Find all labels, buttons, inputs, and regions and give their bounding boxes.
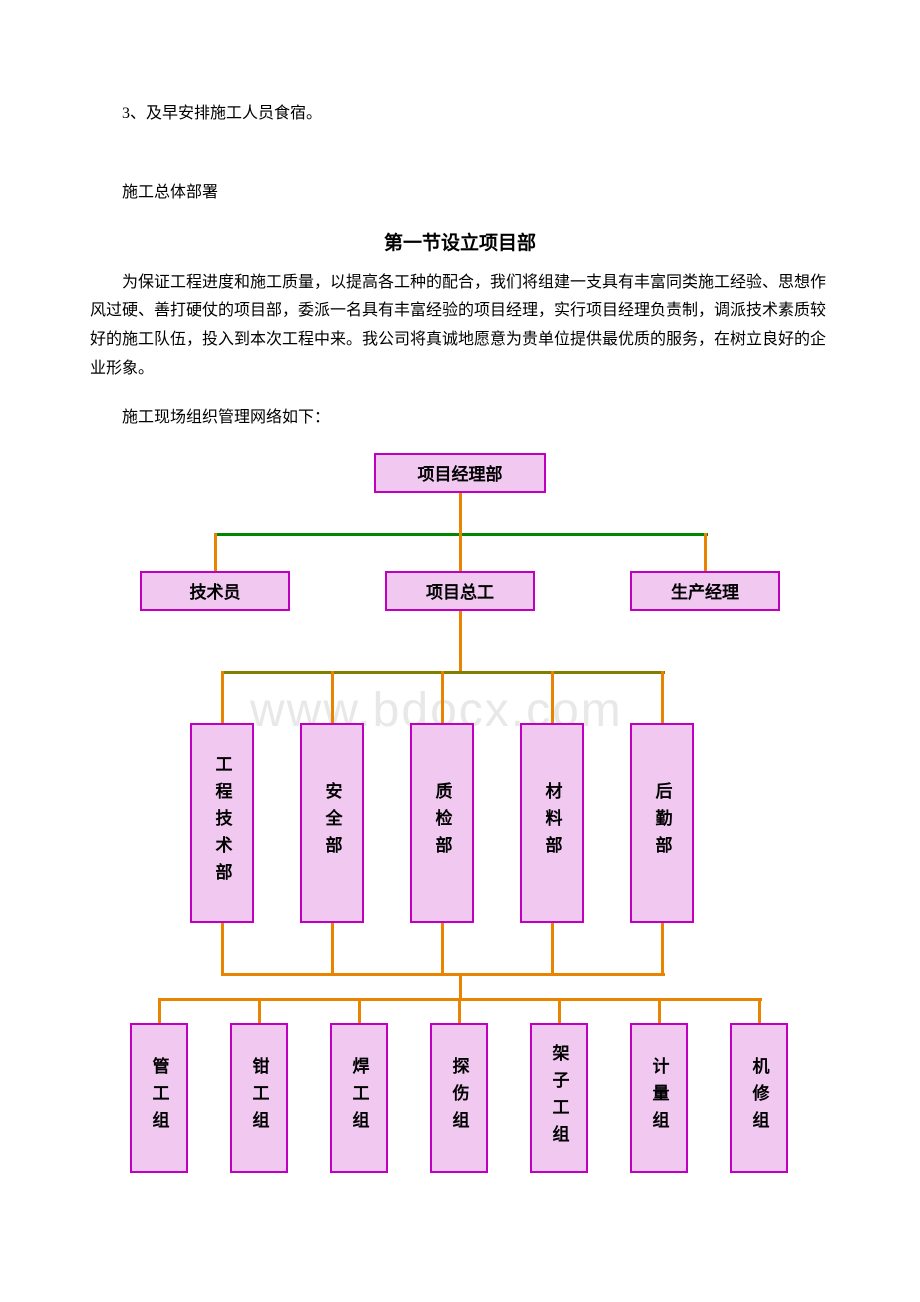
org-node-l2-2: 生产经理	[630, 571, 780, 611]
org-node-l4-0: 管工组	[130, 1023, 188, 1173]
org-node-l4-4: 架子工组	[530, 1023, 588, 1173]
org-node-l4-6: 机修组	[730, 1023, 788, 1173]
connector-line	[222, 973, 665, 976]
connector-line	[331, 923, 334, 976]
org-node-l4-5: 计量组	[630, 1023, 688, 1173]
org-node-l4-3: 探伤组	[430, 1023, 488, 1173]
connector-line	[221, 671, 224, 726]
connector-line	[331, 671, 334, 726]
connector-line	[551, 923, 554, 976]
connector-line	[441, 671, 444, 726]
connector-line	[441, 923, 444, 976]
org-node-l4-1: 钳工组	[230, 1023, 288, 1173]
text-line-1: 3、及早安排施工人员食宿。	[90, 100, 830, 129]
connector-line	[551, 671, 554, 726]
section-heading: 第一节设立项目部	[90, 228, 830, 255]
connector-line	[158, 998, 161, 1026]
connector-line	[214, 533, 217, 574]
connector-line	[459, 973, 462, 1001]
connector-line	[358, 998, 361, 1026]
connector-line	[661, 923, 664, 976]
connector-line	[758, 998, 761, 1026]
connector-line	[459, 533, 462, 574]
org-node-l3-1: 安全部	[300, 723, 364, 923]
org-node-l3-2: 质检部	[410, 723, 474, 923]
connector-line	[458, 998, 461, 1026]
text-line-2: 施工总体部署	[90, 179, 830, 208]
paragraph-1: 为保证工程进度和施工质量，以提高各工种的配合，我们将组建一支具有丰富同类施工经验…	[90, 269, 830, 384]
org-node-root: 项目经理部	[374, 453, 546, 493]
connector-line	[258, 998, 261, 1026]
connector-line	[704, 533, 707, 574]
text-line-3: 施工现场组织管理网络如下：	[90, 404, 830, 433]
org-node-l3-4: 后勤部	[630, 723, 694, 923]
connector-line	[459, 493, 462, 536]
org-node-l2-1: 项目总工	[385, 571, 535, 611]
connector-line	[658, 998, 661, 1026]
org-node-l2-0: 技术员	[140, 571, 290, 611]
org-node-l3-3: 材料部	[520, 723, 584, 923]
org-node-l4-2: 焊工组	[330, 1023, 388, 1173]
connector-line	[221, 923, 224, 976]
org-chart: www.bdocx.com项目经理部技术员项目总工生产经理工程技术部安全部质检部…	[90, 453, 830, 1233]
connector-line	[661, 671, 664, 726]
connector-line	[558, 998, 561, 1026]
org-node-l3-0: 工程技术部	[190, 723, 254, 923]
connector-line	[459, 611, 462, 674]
